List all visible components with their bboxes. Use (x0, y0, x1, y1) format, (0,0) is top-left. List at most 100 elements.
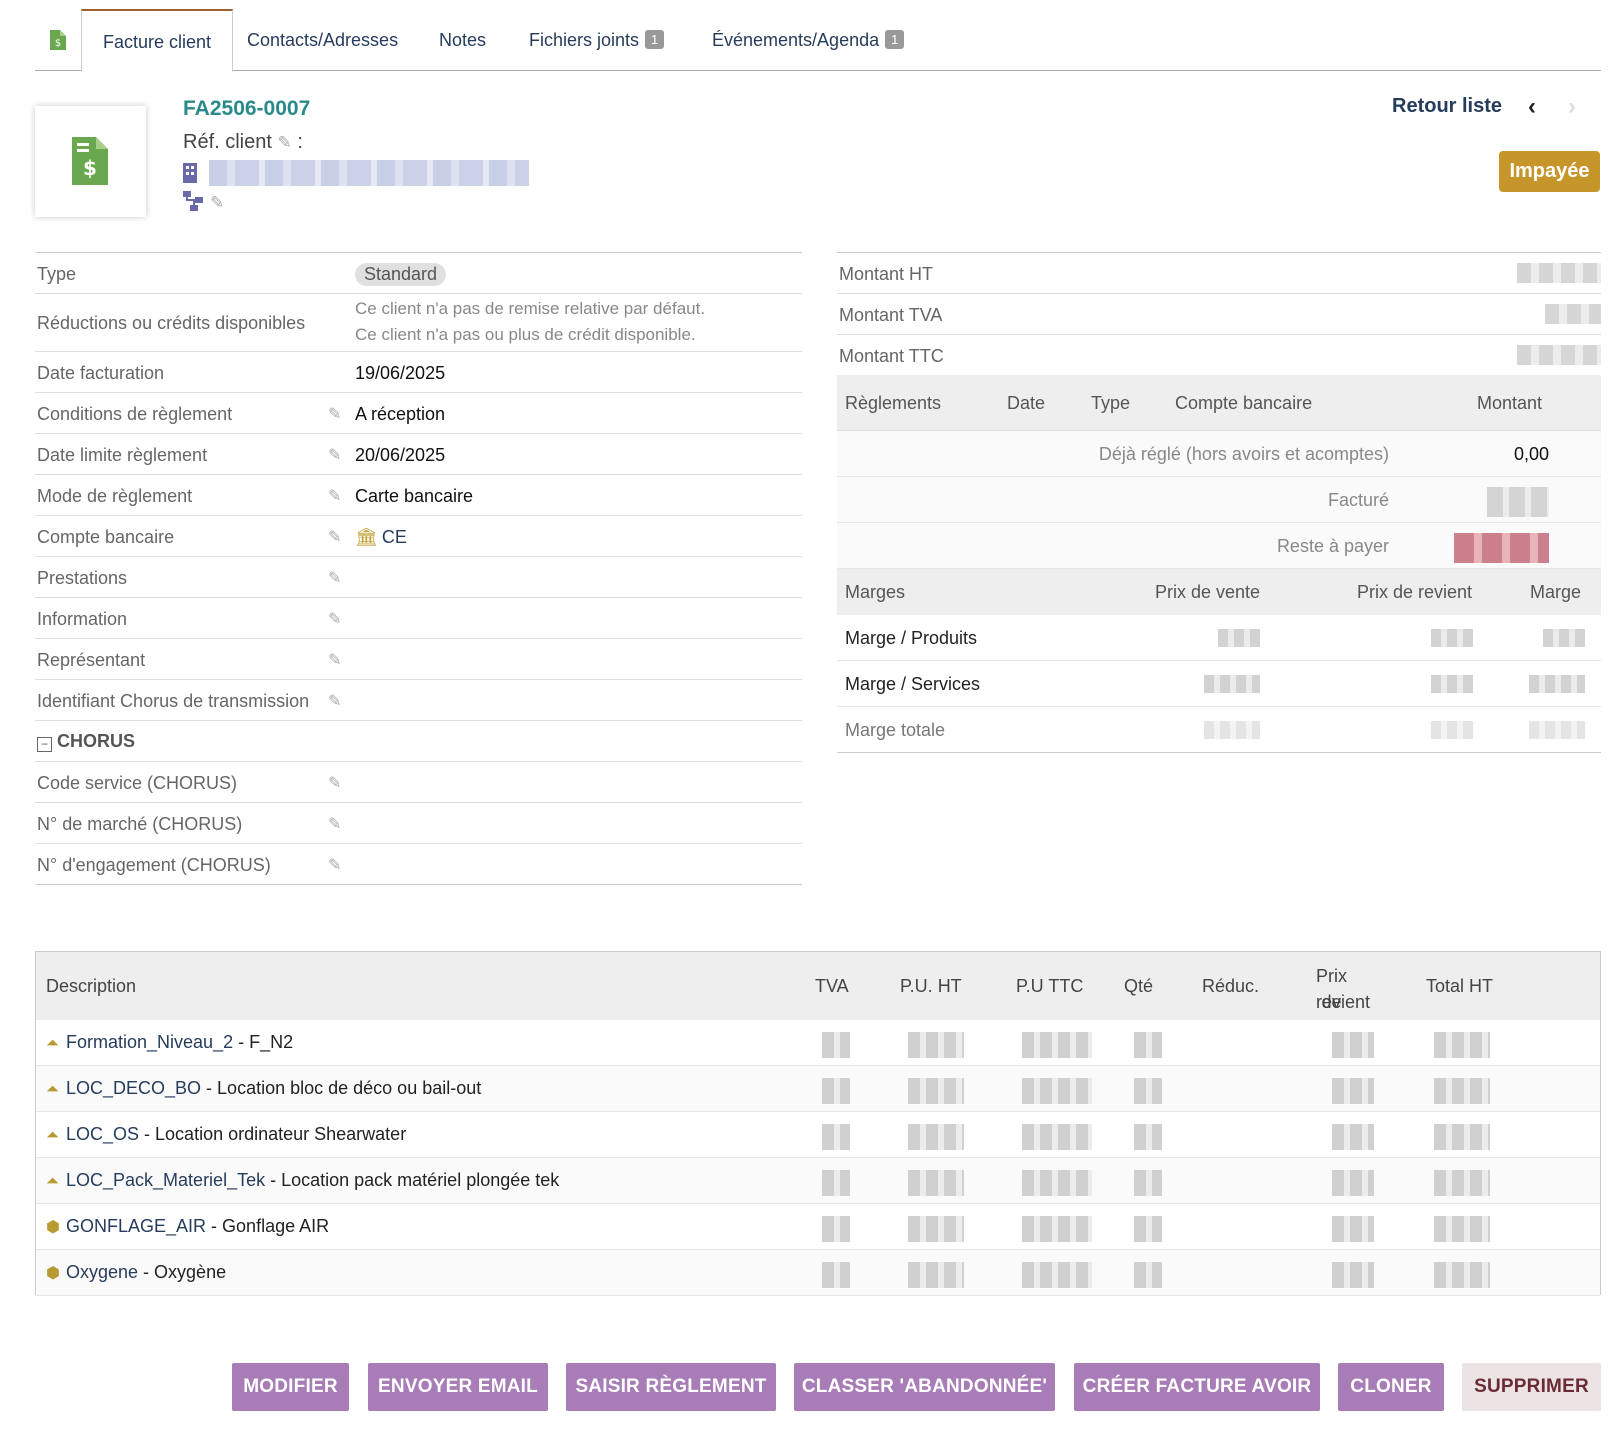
representative-edit-icon[interactable]: ✎ (328, 652, 342, 669)
previous-record-icon[interactable]: ‹ (1528, 93, 1536, 120)
margin-products-sale-redacted (1218, 629, 1260, 647)
col-prix-revient: Prix de revient (1357, 582, 1473, 602)
chorus-code-edit-icon[interactable]: ✎ (328, 775, 342, 792)
line-description: ⬢ GONFLAGE_AIR - Gonflage AIR (46, 1216, 329, 1237)
mode-edit-icon[interactable]: ✎ (328, 488, 342, 505)
modifier-button[interactable]: MODIFIER (232, 1363, 349, 1411)
delete-button[interactable]: SUPPRIMER (1462, 1363, 1601, 1411)
margin-services-row: Marge / Services (837, 661, 1601, 707)
line-tva-redacted (822, 1170, 850, 1196)
col-reduc: Réduc. (1202, 976, 1260, 996)
margin-products-label: Marge / Produits (845, 628, 978, 648)
line-qte-redacted (1134, 1124, 1162, 1150)
info-row-chorus-market: N° de marché (CHORUS) ✎ (35, 803, 802, 844)
thirdparty-name-redacted (209, 160, 529, 186)
margin-total-label: Marge totale (845, 720, 946, 740)
send-email-button[interactable]: ENVOYER EMAIL (368, 1363, 548, 1411)
clone-button[interactable]: CLONER (1338, 1363, 1444, 1411)
margins-table: Marges Prix de vente Prix de revient Mar… (837, 569, 1601, 753)
chorus-market-edit-icon[interactable]: ✎ (328, 816, 342, 833)
back-to-list-link[interactable]: Retour liste (1392, 95, 1503, 117)
line-product-link[interactable]: Formation_Niveau_2 (66, 1032, 234, 1052)
project-edit-icon[interactable]: ✎ (210, 193, 225, 212)
conditions-value: A réception (355, 404, 446, 424)
line-product-link[interactable]: LOC_DECO_BO (66, 1078, 202, 1098)
col-reglements: Règlements (845, 393, 942, 413)
info-row-conditions: Conditions de règlement ✎ A réception (35, 393, 802, 434)
col-marge: Marge (1530, 582, 1582, 602)
svg-text:$: $ (83, 156, 97, 180)
line-pu-ht-redacted (908, 1032, 964, 1058)
service-icon: ⏶ (46, 1173, 59, 1190)
margin-total-sale-redacted (1204, 721, 1260, 739)
reste-row: Reste à payer (837, 523, 1601, 569)
line-qte-redacted (1134, 1078, 1162, 1104)
conditions-edit-icon[interactable]: ✎ (328, 406, 342, 423)
tab-files[interactable]: Fichiers joints 1 (529, 9, 665, 71)
chorus-id-edit-icon[interactable]: ✎ (328, 693, 342, 710)
line-product-link[interactable]: LOC_OS (66, 1124, 140, 1144)
status-badge: Impayée (1499, 151, 1600, 192)
information-edit-icon[interactable]: ✎ (328, 611, 342, 628)
enter-payment-button[interactable]: SAISIR RÈGLEMENT (566, 1363, 776, 1411)
tab-contacts[interactable]: Contacts/Adresses (247, 30, 399, 50)
payments-table: Règlements Date Type Compte bancaire Mon… (837, 375, 1601, 569)
ref-client-sep: : (297, 131, 303, 153)
line-product-link[interactable]: GONFLAGE_AIR (66, 1216, 207, 1236)
thirdparty-link[interactable] (183, 160, 529, 186)
line-label: F_N2 (249, 1032, 294, 1052)
info-row-due-date: Date limite règlement ✎ 20/06/2025 (35, 434, 802, 475)
amount-ttc-value-redacted (1517, 345, 1601, 365)
create-credit-note-button[interactable]: CRÉER FACTURE AVOIR (1074, 1363, 1320, 1411)
line-separator: - (233, 1032, 250, 1052)
invoice-ref: FA2506-0007 (183, 97, 311, 120)
line-revient-redacted (1332, 1262, 1374, 1288)
line-separator: - (139, 1124, 156, 1144)
line-qte-redacted (1134, 1170, 1162, 1196)
invoice-large-icon: $ (72, 137, 108, 185)
line-product-link[interactable]: Oxygene (66, 1262, 139, 1282)
line-pu-ttc-redacted (1022, 1078, 1092, 1104)
line-label: Oxygène (154, 1262, 227, 1282)
type-value: Standard (355, 263, 447, 286)
amount-tva-row: Montant TVA (837, 294, 1601, 335)
line-tva-redacted (822, 1124, 850, 1150)
invoice-icon: $ (50, 30, 66, 50)
prestations-edit-icon[interactable]: ✎ (328, 570, 342, 587)
chorus-engage-edit-icon[interactable]: ✎ (328, 857, 342, 874)
margin-products-margin-redacted (1543, 629, 1585, 647)
service-icon: ⏶ (46, 1035, 59, 1052)
ref-client-edit-icon[interactable]: ✎ (277, 133, 292, 152)
building-icon (183, 163, 197, 183)
date-value: 19/06/2025 (355, 363, 446, 383)
lines-header: Description TVA P.U. HT P.U TTC Qté Rédu… (36, 952, 1600, 1020)
chorus-section-header[interactable]: − CHORUS (35, 721, 802, 762)
margin-services-sale-redacted (1204, 675, 1260, 693)
project-icon (183, 191, 203, 211)
line-pu-ttc-redacted (1022, 1216, 1092, 1242)
due-date-edit-icon[interactable]: ✎ (328, 447, 342, 464)
invoice-lines-table: Description TVA P.U. HT P.U TTC Qté Rédu… (35, 951, 1601, 1296)
line-pu-ht-redacted (908, 1124, 964, 1150)
info-row-information: Information ✎ (35, 598, 802, 639)
col-type: Type (1091, 393, 1131, 413)
table-row: ⬢ Oxygene - Oxygène (36, 1250, 1600, 1296)
line-label: Gonflage AIR (222, 1216, 330, 1236)
bank-edit-icon[interactable]: ✎ (328, 529, 342, 546)
tab-facture-client[interactable]: Facture client (81, 9, 233, 72)
col-marges: Marges (845, 582, 906, 602)
bank-link[interactable]: 🏛 CE (355, 527, 407, 548)
tab-invoice-icon[interactable]: $ (35, 9, 81, 71)
facture-value-redacted (1487, 487, 1549, 517)
margin-services-label: Marge / Services (845, 674, 981, 694)
line-product-link[interactable]: LOC_Pack_Materiel_Tek (66, 1170, 266, 1190)
margin-products-row: Marge / Produits (837, 615, 1601, 661)
invoice-photo: $ (35, 106, 146, 217)
classify-abandoned-button[interactable]: CLASSER 'ABANDONNÉE' (794, 1363, 1055, 1411)
tab-events[interactable]: Événements/Agenda 1 (712, 9, 905, 71)
tab-files-label: Fichiers joints (529, 30, 640, 50)
amount-ht-value-redacted (1517, 263, 1601, 283)
tab-notes[interactable]: Notes (439, 30, 487, 50)
line-pu-ttc-redacted (1022, 1124, 1092, 1150)
deja-regle-row: Déjà réglé (hors avoirs et acomptes) 0,0… (837, 431, 1601, 477)
